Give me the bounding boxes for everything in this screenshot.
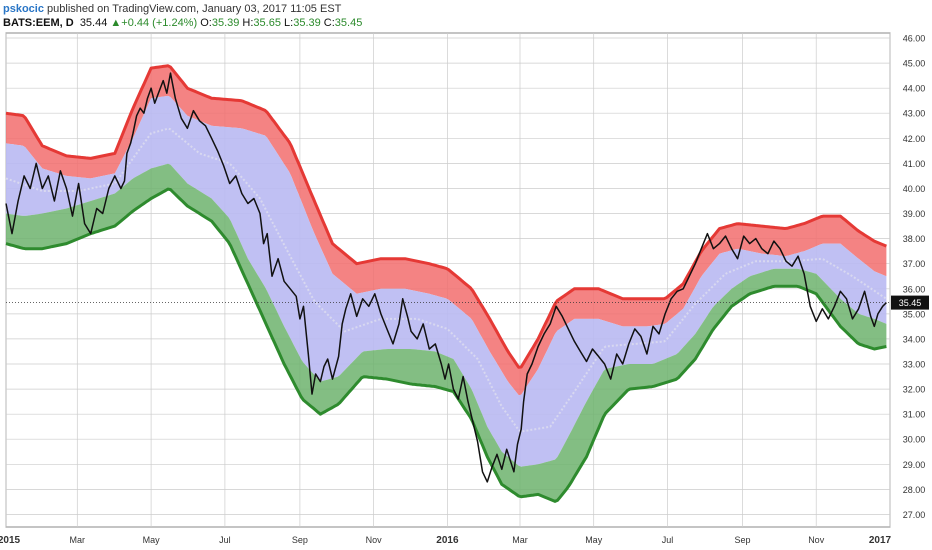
high-value: 35.65 (253, 17, 281, 29)
close-label: C: (323, 17, 335, 29)
publish-line: pskocic published on TradingView.com, Ja… (3, 3, 341, 16)
price-line (5, 72, 887, 483)
y-tick-label: 35.00 (903, 309, 926, 319)
y-tick-label: 32.00 (903, 385, 926, 395)
last-price-tag (891, 295, 929, 310)
x-tick-label: 2016 (436, 535, 459, 546)
y-tick-label: 29.00 (903, 460, 926, 470)
y-tick-label: 34.00 (903, 334, 926, 344)
x-tick-label: 2015 (0, 535, 21, 546)
chart-header: pskocic published on TradingView.com, Ja… (0, 0, 932, 32)
change-value: +0.44 (+1.24%) (121, 17, 198, 29)
up-arrow-icon: ▲ (110, 17, 122, 29)
x-tick-label: Sep (292, 535, 308, 545)
low-label: L: (284, 17, 294, 29)
series-lines (5, 64, 887, 503)
y-tick-label: 38.00 (903, 234, 926, 244)
y-tick-label: 43.00 (903, 109, 926, 119)
symbol-label[interactable]: BATS:EEM, D (3, 17, 74, 29)
high-label: H: (242, 17, 254, 29)
y-tick-label: 36.00 (903, 284, 926, 294)
last-price: 35.44 (79, 17, 108, 29)
author-link[interactable]: pskocic (3, 3, 44, 15)
last-price-tag-label: 35.45 (899, 298, 922, 308)
x-tick-label: Mar (512, 535, 528, 545)
x-tick-label: Nov (366, 535, 383, 545)
middle-band-fill (6, 95, 887, 467)
upper-band-line (5, 64, 887, 369)
lower-band-line (5, 187, 887, 503)
x-tick-label: Jul (662, 535, 674, 545)
y-axis: 27.00 28.00 29.00 30.00 31.00 32.00 33.00 34.00… (903, 34, 926, 521)
x-tick-label: May (585, 535, 603, 545)
y-tick-label: 30.00 (903, 435, 926, 445)
x-tick-label: Sep (734, 535, 750, 545)
last-price-marker: 35.45 (6, 295, 929, 310)
x-tick-label: Nov (808, 535, 825, 545)
x-axis: 2015 Mar May Jul Sep Nov 2016 Mar May Jul Sep Nov 20… (0, 535, 892, 546)
y-tick-label: 42.00 (903, 134, 926, 144)
y-tick-label: 28.00 (903, 485, 926, 495)
y-tick-label: 40.00 (903, 184, 926, 194)
center-line (5, 127, 887, 433)
y-tick-label: 33.00 (903, 360, 926, 370)
x-tick-label: Mar (70, 535, 86, 545)
low-value: 35.39 (293, 17, 321, 29)
y-tick-label: 41.00 (903, 159, 926, 169)
y-tick-label: 45.00 (903, 59, 926, 69)
y-tick-label: 46.00 (903, 34, 926, 44)
bands (6, 65, 887, 502)
y-tick-label: 39.00 (903, 209, 926, 219)
published-text: published on TradingView.com, January 03… (47, 3, 342, 15)
x-tick-label: May (143, 535, 161, 545)
open-value: 35.39 (211, 17, 240, 29)
close-value: 35.45 (334, 17, 363, 29)
x-tick-label: 2017 (869, 535, 892, 546)
y-tick-label: 37.00 (903, 259, 926, 269)
open-label: O: (200, 17, 212, 29)
y-tick-label: 44.00 (903, 84, 926, 94)
x-tick-label: Jul (219, 535, 231, 545)
symbol-info-line: BATS:EEM, D 35.44 ▲+0.44 (+1.24%) O:35.3… (3, 17, 362, 30)
y-tick-label: 31.00 (903, 410, 926, 420)
y-tick-label: 27.00 (903, 510, 926, 520)
